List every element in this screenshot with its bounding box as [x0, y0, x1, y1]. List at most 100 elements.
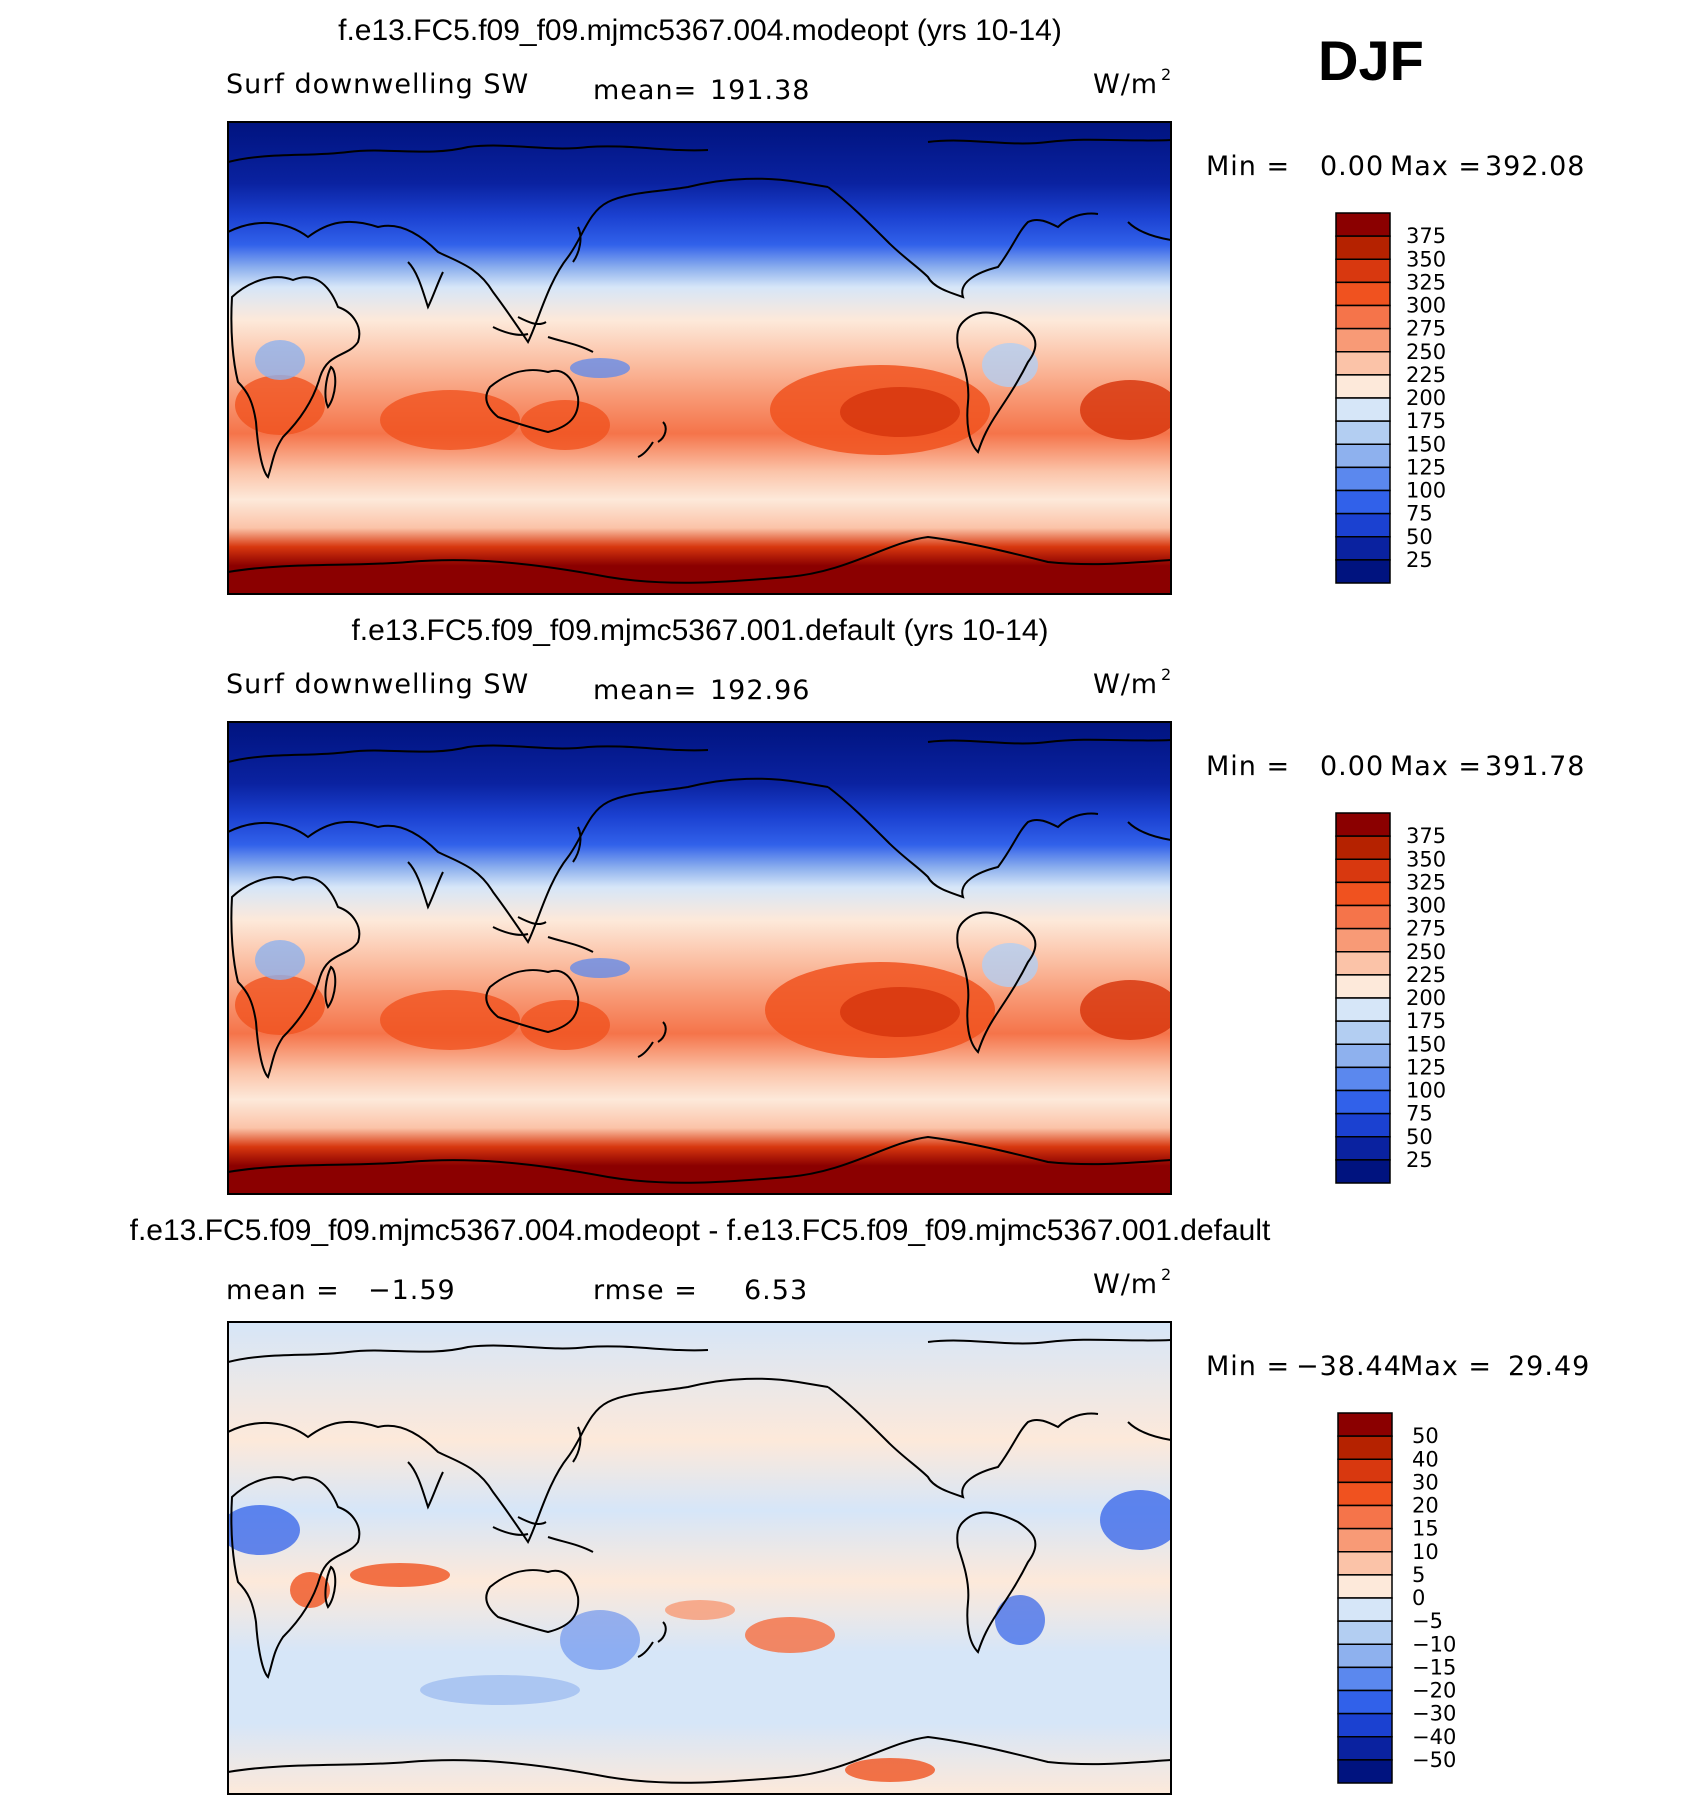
panel-2-map: [228, 722, 1171, 1194]
panel-1-frame: [227, 121, 1172, 595]
colorbar-tick-label: 25: [1406, 548, 1433, 572]
panel-2: f.e13.FC5.f09_f09.mjmc5367.001.default (…: [226, 614, 1585, 1195]
colorbar-tick-label: 300: [1406, 294, 1446, 318]
panel-2-units: W/m: [1093, 669, 1158, 700]
panel-2-max-value: 391.78: [1485, 751, 1585, 782]
panel-3-blob: [228, 1505, 300, 1555]
panel-2-stat-value: 192.96: [710, 675, 810, 706]
season-label: DJF: [1318, 29, 1424, 92]
colorbar-box: [1335, 1112, 1391, 1138]
colorbar-tick-label: 250: [1406, 940, 1446, 964]
panel-1-blob: [840, 387, 960, 437]
colorbar-tick-label: 25: [1406, 1148, 1433, 1172]
colorbar-box: [1337, 1620, 1393, 1645]
colorbar-tick-label: 40: [1412, 1447, 1439, 1471]
panel-2-title: f.e13.FC5.f09_f09.mjmc5367.001.default (…: [351, 614, 1048, 647]
panel-3-blob: [420, 1675, 580, 1705]
colorbar-box: [1337, 1759, 1393, 1784]
colorbar-box: [1337, 1597, 1393, 1622]
panel-2-blob: [235, 975, 325, 1035]
colorbar-tick-label: 150: [1406, 1032, 1446, 1056]
panel-1: f.e13.FC5.f09_f09.mjmc5367.004.modeopt (…: [226, 14, 1585, 595]
colorbar-tick-label: −10: [1412, 1632, 1456, 1656]
colorbar-box: [1335, 235, 1391, 260]
panel-2-frame: [227, 721, 1172, 1195]
colorbar-box: [1337, 1689, 1393, 1715]
colorbar-tick-label: −20: [1412, 1679, 1456, 1703]
colorbar-box: [1335, 304, 1391, 330]
colorbar-tick-label: 20: [1412, 1494, 1439, 1518]
panel-1-max-value: 392.08: [1485, 151, 1585, 182]
colorbar-box: [1335, 951, 1391, 976]
colorbar-box: [1337, 1481, 1393, 1507]
panel-3-blob: [665, 1600, 735, 1620]
panel-3-stat2-value: 6.53: [744, 1275, 808, 1306]
colorbar-tick-label: 275: [1406, 317, 1446, 341]
panel-1-blob: [380, 390, 520, 450]
panel-1-stat-label: mean=: [593, 75, 697, 106]
colorbar-box: [1335, 397, 1391, 422]
colorbar-box: [1337, 1736, 1393, 1761]
colorbar-box: [1335, 281, 1391, 307]
panel-1-stat-value: 191.38: [710, 75, 810, 106]
panel-1-min-value: 0.00: [1320, 151, 1384, 182]
panel-3-blob: [290, 1572, 330, 1608]
panel-3-blob: [1100, 1490, 1171, 1550]
colorbar-tick-label: 200: [1406, 986, 1446, 1010]
colorbar-tick-label: 200: [1406, 386, 1446, 410]
panel-2-blob: [1080, 980, 1171, 1040]
panel-3-max-label: Max =: [1400, 1351, 1492, 1382]
colorbar-box: [1335, 1089, 1391, 1115]
panel-1-colorbar: 3753503253002752502252001751501251007550…: [1335, 212, 1446, 584]
colorbar-box: [1335, 904, 1391, 930]
colorbar-box: [1335, 1066, 1391, 1092]
colorbar-box: [1335, 212, 1391, 237]
colorbar-tick-label: 0: [1412, 1586, 1425, 1610]
panel-3-stat-label: mean =: [226, 1275, 340, 1306]
colorbar-tick-label: −5: [1412, 1609, 1443, 1633]
colorbar-tick-label: 175: [1406, 409, 1446, 433]
panel-2-units-sup: 2: [1161, 665, 1171, 684]
panel-3-blob: [845, 1758, 935, 1782]
panel-1-max-label: Max =: [1390, 151, 1482, 182]
panel-3-stat2-label: rmse =: [593, 1275, 698, 1306]
colorbar-box: [1335, 1136, 1391, 1161]
panel-3-blob: [560, 1610, 640, 1670]
colorbar-box: [1335, 974, 1391, 999]
panel-3-title: f.e13.FC5.f09_f09.mjmc5367.004.modeopt -…: [130, 1214, 1271, 1247]
panel-2-min-label: Min =: [1206, 751, 1290, 782]
colorbar-box: [1335, 512, 1391, 538]
panel-3-max-value: 29.49: [1508, 1351, 1590, 1382]
panel-2-min-value: 0.00: [1320, 751, 1384, 782]
colorbar-tick-label: 250: [1406, 340, 1446, 364]
colorbar-tick-label: 350: [1406, 847, 1446, 871]
colorbar-box: [1337, 1551, 1393, 1576]
colorbar-box: [1337, 1666, 1393, 1692]
panel-3-blob: [745, 1617, 835, 1653]
colorbar-tick-label: 30: [1412, 1470, 1439, 1494]
panel-2-colorbar: 3753503253002752502252001751501251007550…: [1335, 812, 1446, 1184]
colorbar-tick-label: 50: [1412, 1424, 1439, 1448]
colorbar-box: [1335, 881, 1391, 907]
colorbar-box: [1335, 466, 1391, 492]
panel-3-frame: [227, 1321, 1172, 1795]
panel-1-blob: [570, 358, 630, 378]
colorbar-box: [1335, 374, 1391, 399]
colorbar-tick-label: 75: [1406, 1102, 1433, 1126]
colorbar-tick-label: 125: [1406, 455, 1446, 479]
panel-1-units-sup: 2: [1161, 65, 1171, 84]
colorbar-tick-label: 375: [1406, 224, 1446, 248]
colorbar-box: [1335, 258, 1391, 284]
colorbar-box: [1337, 1458, 1393, 1484]
colorbar-box: [1335, 1020, 1391, 1045]
colorbar-box: [1335, 812, 1391, 837]
colorbar-box: [1335, 927, 1391, 953]
panel-2-stat-label: mean=: [593, 675, 697, 706]
colorbar-box: [1335, 858, 1391, 884]
colorbar-box: [1335, 1043, 1391, 1069]
colorbar-box: [1337, 1412, 1393, 1437]
colorbar-tick-label: 225: [1406, 363, 1446, 387]
panel-3-blob: [350, 1563, 450, 1587]
